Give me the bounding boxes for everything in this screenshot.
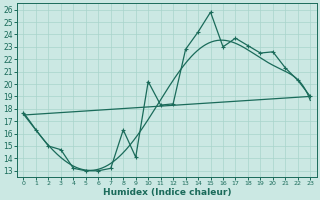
X-axis label: Humidex (Indice chaleur): Humidex (Indice chaleur) (103, 188, 231, 197)
